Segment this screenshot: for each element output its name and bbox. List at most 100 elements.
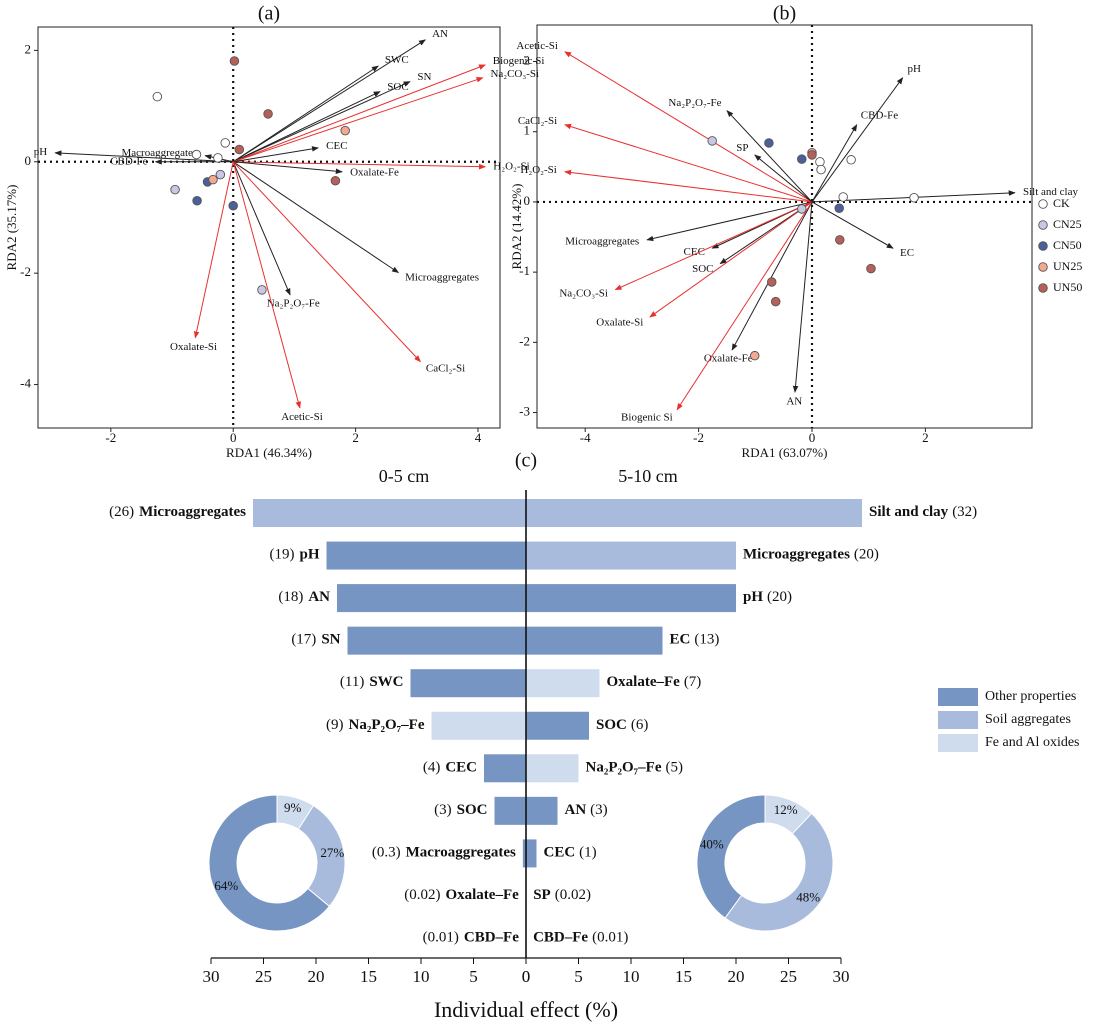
bar-label: (3) SOC — [434, 802, 487, 818]
category-label: Microaggregates — [139, 504, 246, 520]
value-label: (13) — [694, 632, 719, 648]
bar — [494, 796, 526, 825]
value-label: (3) — [590, 802, 608, 818]
sample-point — [191, 149, 202, 160]
bar-label: (18) AN — [278, 590, 330, 606]
arrow-label: Silt and clay — [1023, 186, 1078, 198]
category-label: Oxalate–Fe — [607, 675, 681, 691]
arrow-label: pH — [34, 146, 48, 158]
category-label: Macroaggregates — [406, 845, 516, 861]
sample-point — [815, 157, 825, 167]
loading-arrow — [646, 201, 813, 242]
x-tick-label: 20 — [308, 967, 325, 986]
value-label: (0.3) — [372, 845, 401, 861]
value-label: (0.02) — [404, 887, 440, 903]
sample-point — [866, 263, 876, 274]
category-label: Na₂P₂O₇–Fe — [349, 717, 425, 733]
value-label: (9) — [326, 717, 344, 733]
legend-label: CN25 — [1053, 217, 1082, 231]
arrow-label: CEC — [326, 140, 347, 152]
arrow-label: Oxalate-Fe — [350, 166, 399, 178]
loading-arrow — [232, 39, 426, 163]
y-tick-label: -2 — [519, 333, 530, 348]
legend-marker — [1038, 262, 1048, 272]
sample-point — [220, 138, 230, 148]
arrow-label: SP — [736, 142, 748, 154]
legend-swatch — [938, 734, 978, 752]
value-label: (0.02) — [555, 887, 591, 903]
sample-point — [749, 350, 760, 361]
sample-point — [846, 155, 856, 165]
legend-label: Other properties — [985, 689, 1076, 704]
legend-marker — [1038, 220, 1048, 230]
arrow-label: SN — [417, 71, 431, 83]
bar — [526, 669, 600, 698]
loading-arrow — [232, 161, 400, 274]
loading-arrow — [726, 110, 813, 203]
x-tick-label: 2 — [352, 430, 359, 445]
x-tick-label: 0 — [522, 967, 531, 986]
y-tick-label: 0 — [25, 153, 32, 168]
x-tick-label: 5 — [469, 967, 478, 986]
loading-arrow — [233, 64, 486, 163]
value-label: (6) — [631, 717, 649, 733]
bar-label: Oxalate–Fe (7) — [607, 675, 702, 691]
arrow-label: AN — [786, 396, 802, 408]
value-label: (11) — [340, 675, 364, 691]
legend-label: UN25 — [1053, 259, 1082, 273]
loading-arrow — [754, 154, 813, 203]
plot-frame — [536, 24, 1033, 429]
loading-arrow — [564, 169, 813, 203]
y-tick-label: -3 — [519, 404, 530, 419]
category-label: CBD–Fe — [533, 930, 588, 946]
x-tick-label: 0 — [230, 430, 237, 445]
x-tick-label: 30 — [833, 967, 850, 986]
donut-label: 12% — [774, 802, 798, 817]
loading-arrow — [614, 201, 813, 291]
x-tick-label: 4 — [475, 430, 482, 445]
sample-point — [213, 153, 223, 163]
category-label: SN — [321, 632, 340, 648]
y-tick-label: 0 — [524, 193, 531, 208]
legend-label: CN50 — [1053, 238, 1082, 252]
bar — [526, 711, 589, 740]
sample-point — [707, 136, 717, 146]
x-tick-label: 15 — [675, 967, 692, 986]
value-label: (1) — [579, 845, 597, 861]
sample-point — [770, 296, 781, 307]
arrow-label: Macroaggregates — [121, 147, 197, 159]
sample-point — [838, 192, 848, 202]
donut-label: 64% — [214, 878, 238, 893]
y-axis-label: RDA2 (35.17%) — [4, 185, 19, 271]
arrow-label: CaCl₂-Si — [426, 363, 465, 375]
x-tick-label: 10 — [413, 967, 430, 986]
bar-label: (0.01) CBD–Fe — [423, 930, 520, 946]
bar — [526, 626, 663, 655]
value-label: (17) — [291, 632, 316, 648]
donut-label: 40% — [700, 837, 724, 852]
legend-label: CK — [1053, 196, 1070, 210]
bar — [347, 626, 526, 655]
bar — [326, 541, 526, 570]
sample-point — [330, 175, 341, 186]
y-tick-label: 2 — [25, 41, 32, 56]
loading-arrow — [811, 201, 894, 249]
sample-point — [835, 235, 845, 245]
arrow-label: Oxalate-Fe — [704, 352, 753, 364]
bar-label: SP (0.02) — [533, 887, 591, 903]
sample-point — [228, 201, 238, 211]
legend-label: Soil aggregates — [985, 712, 1071, 727]
x-tick-label: 2 — [922, 430, 929, 445]
bar-label: (19) pH — [269, 547, 319, 563]
sample-point — [192, 196, 202, 206]
value-label: (3) — [434, 802, 452, 818]
arrow-label: CBD-Fe — [861, 110, 898, 122]
y-tick-label: 2 — [524, 52, 531, 67]
sample-point — [766, 277, 777, 287]
value-label: (5) — [665, 760, 683, 776]
value-label: (20) — [854, 547, 879, 563]
value-label: (26) — [109, 504, 134, 520]
donut-label: 27% — [320, 845, 344, 860]
arrow-label: Na₂CO₃-Si — [559, 287, 608, 299]
